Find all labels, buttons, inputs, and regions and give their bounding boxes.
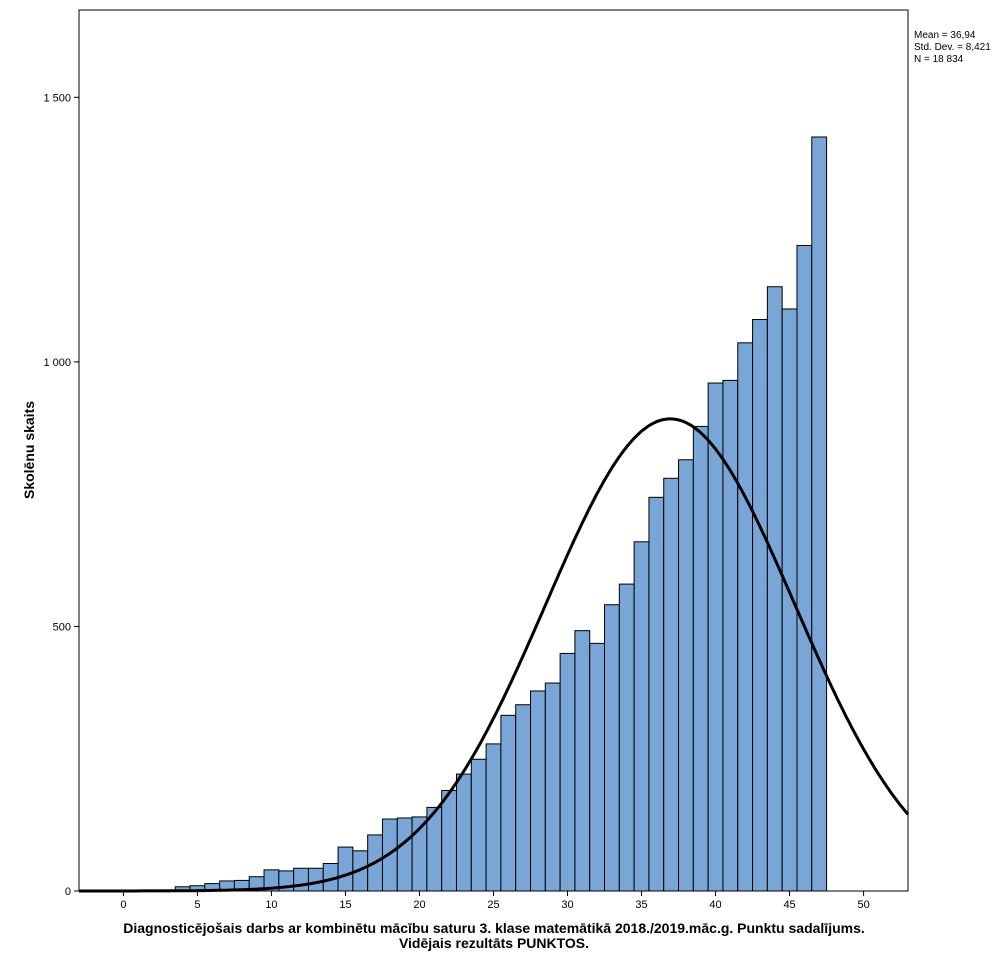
histogram-bar <box>722 379 739 892</box>
histogram-bar <box>559 652 576 892</box>
y-axis: 0 500 1 000 1 500 <box>43 92 79 898</box>
stats-mean: Mean = 36,94 <box>914 30 976 41</box>
histogram-bar <box>293 867 309 892</box>
x-tick-label: 30 <box>561 899 573 911</box>
histogram-bar <box>441 789 457 892</box>
x-tick-label: 50 <box>857 899 869 911</box>
x-tick-label: 5 <box>194 899 200 911</box>
histogram-bar <box>811 136 828 892</box>
x-tick-label: 25 <box>487 899 499 911</box>
histogram-bar <box>618 583 635 892</box>
histogram-bar <box>589 642 606 892</box>
stats-std-dev: Std. Dev. = 8,421 <box>914 42 991 53</box>
y-tick-label: 1 500 <box>43 92 71 104</box>
histogram-bar <box>707 382 724 892</box>
histogram-bar <box>307 867 324 892</box>
x-tick-label: 10 <box>265 899 277 911</box>
histogram-bar <box>737 342 754 892</box>
x-tick-label: 0 <box>120 899 126 911</box>
stats-box: Mean = 36,94 Std. Dev. = 8,421 N = 18 83… <box>914 30 991 65</box>
histogram-bar <box>470 758 487 892</box>
y-tick-label: 0 <box>65 886 71 898</box>
x-tick-label: 40 <box>709 899 721 911</box>
histogram-bar <box>648 496 665 892</box>
histogram-bar <box>530 690 546 892</box>
y-tick-label: 500 <box>53 621 71 633</box>
histogram-bar <box>604 604 620 892</box>
y-tick-label: 1 000 <box>43 357 71 369</box>
histogram-bar <box>544 682 561 892</box>
histogram-bar <box>396 817 413 892</box>
histogram-bar <box>515 704 532 892</box>
x-axis: 0 5 10 15 20 25 30 35 40 45 50 <box>120 891 870 911</box>
histogram-bar <box>796 244 813 892</box>
histogram-bar <box>485 743 502 892</box>
normal-curve <box>79 417 910 893</box>
histogram-bar <box>500 714 517 892</box>
histogram-bar <box>663 477 680 892</box>
bars-layer <box>115 136 828 892</box>
histogram-bar <box>455 773 472 892</box>
y-axis-title: Skolēnu skaits <box>21 401 37 499</box>
x-tick-label: 35 <box>635 899 647 911</box>
x-tick-label: 15 <box>339 899 351 911</box>
stats-n: N = 18 834 <box>914 54 964 65</box>
histogram-bar <box>678 459 694 892</box>
histogram-bar <box>781 308 798 892</box>
histogram-bar <box>752 319 768 892</box>
histogram-bar <box>337 846 354 892</box>
x-tick-label: 20 <box>413 899 425 911</box>
histogram-bar <box>692 425 709 892</box>
x-axis-title-line1: Diagnosticējošais darbs ar kombinētu māc… <box>123 920 865 936</box>
curve-layer <box>79 417 910 893</box>
histogram-bar <box>766 286 783 892</box>
x-axis-title-line2: Vidējais rezultāts PUNKTOS. <box>399 935 589 951</box>
x-tick-label: 45 <box>783 899 795 911</box>
histogram-bar <box>574 630 591 892</box>
histogram-bar <box>633 541 650 892</box>
